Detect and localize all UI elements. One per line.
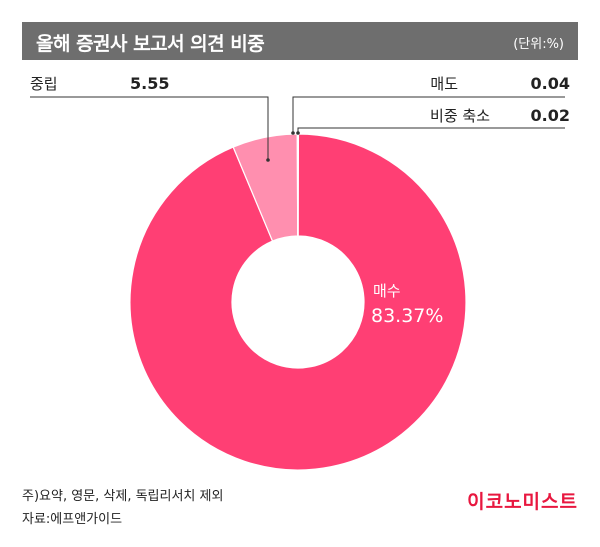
chart-title: 올해 증권사 보고서 의견 비중 [36, 33, 265, 55]
label-sell: 매도 [430, 75, 458, 93]
value-sell: 0.04 [531, 74, 570, 93]
exclusion-note: 주)요약, 영문, 삭제, 독립리서치 제외 [22, 489, 224, 504]
leader-neutral [30, 96, 269, 160]
footnotes: 주)요약, 영문, 삭제, 독립리서치 제외 자료:에프앤가이드 [22, 485, 223, 531]
leader-sell [292, 96, 565, 133]
slice-0 [129, 133, 467, 471]
label-neutral: 중립 [30, 75, 58, 93]
source-note: 자료:에프앤가이드 [22, 512, 123, 527]
brand-logo: 이코노미스트 [467, 491, 578, 513]
value-neutral: 5.55 [130, 74, 169, 93]
leader-reduce [297, 127, 565, 133]
value-reduce: 0.02 [531, 106, 570, 125]
leader-dot-neutral [266, 158, 270, 162]
unit-label: (단위:%) [513, 37, 564, 52]
title-bar: 올해 증권사 보고서 의견 비중 (단위:%) [22, 22, 578, 60]
slice-label-buy: 매수 [373, 282, 401, 300]
slice-3 [297, 133, 300, 237]
leader-dot-sell [291, 131, 295, 135]
slice-value-buy: 83.37% [371, 305, 443, 327]
leader-dot-reduce [296, 131, 300, 135]
label-reduce: 비중 축소 [430, 107, 490, 125]
